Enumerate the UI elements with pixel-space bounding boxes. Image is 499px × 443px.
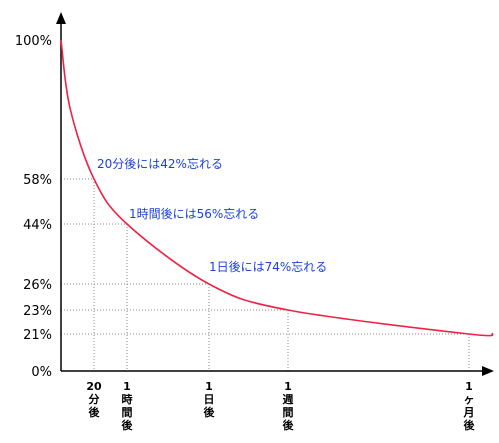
x-tick-char: 後 (89, 405, 101, 419)
x-tick-label: 20分後 (86, 380, 102, 419)
x-tick-label: 1日後 (204, 380, 216, 419)
x-tick-char: 週 (283, 392, 294, 406)
y-tick-label: 100% (15, 34, 52, 49)
y-tick-label: 58% (23, 173, 52, 188)
x-tick-char: 間 (122, 406, 133, 419)
annotation-20min: 20分後には42%忘れる (97, 156, 223, 171)
x-tick-char: 時 (122, 392, 133, 406)
chart-axes (56, 12, 494, 376)
y-tick-label: 23% (23, 304, 52, 319)
x-tick-char: 分 (89, 392, 100, 406)
x-tick-char: 20 (86, 380, 102, 393)
x-tick-char: 月 (463, 406, 475, 419)
y-tick-label: 44% (23, 218, 52, 233)
x-tick-char: 1 (465, 380, 473, 393)
annotation-1hour: 1時間後には56%忘れる (129, 206, 259, 221)
x-tick-char: 後 (204, 405, 216, 419)
annotation-1day: 1日後には74%忘れる (209, 259, 327, 274)
x-tick-char: 間 (283, 406, 294, 419)
guide-lines (61, 178, 470, 371)
x-tick-char: 後 (283, 418, 295, 432)
forgetting-curve-line (60, 39, 494, 337)
x-tick-char: 1 (284, 380, 292, 393)
x-axis-arrow (482, 366, 494, 376)
x-tick-char: 1 (123, 380, 131, 393)
x-tick-char: ヶ (464, 393, 475, 406)
y-tick-labels: 100% 58% 44% 26% 23% 21% 0% (15, 34, 52, 380)
x-tick-char: 後 (464, 418, 476, 432)
y-axis-arrow (56, 12, 66, 24)
y-tick-label: 21% (23, 328, 52, 343)
x-tick-char: 1 (205, 380, 213, 393)
curve-layer (60, 39, 494, 337)
x-tick-char: 後 (122, 418, 134, 432)
x-tick-label: 1時間後 (122, 380, 134, 432)
y-tick-label: 0% (31, 365, 52, 380)
x-tick-char: 日 (204, 393, 215, 406)
y-tick-label: 26% (23, 278, 52, 293)
annotations: 20分後には42%忘れる 1時間後には56%忘れる 1日後には74%忘れる (97, 156, 327, 274)
